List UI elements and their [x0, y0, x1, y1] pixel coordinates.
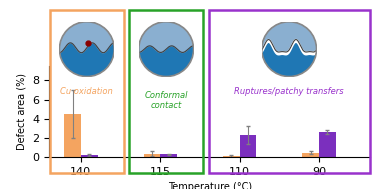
Text: Cu oxidation: Cu oxidation — [60, 87, 113, 96]
Bar — [160, 154, 177, 157]
Polygon shape — [59, 22, 114, 53]
Bar — [64, 114, 81, 157]
Polygon shape — [262, 40, 316, 55]
Circle shape — [59, 22, 114, 77]
X-axis label: Temperature (°C): Temperature (°C) — [168, 182, 252, 189]
Circle shape — [262, 22, 316, 77]
Bar — [223, 156, 240, 157]
Text: Ruptures/patchy transfers: Ruptures/patchy transfers — [234, 87, 344, 96]
Bar — [319, 132, 336, 157]
Text: Conformal
contact: Conformal contact — [144, 91, 188, 110]
Polygon shape — [262, 22, 316, 77]
Polygon shape — [139, 22, 194, 77]
Bar — [240, 135, 256, 157]
Polygon shape — [59, 22, 114, 77]
Polygon shape — [262, 22, 316, 52]
Polygon shape — [139, 22, 194, 52]
Y-axis label: Defect area (%): Defect area (%) — [17, 73, 27, 150]
Circle shape — [139, 22, 194, 77]
Bar — [144, 153, 160, 157]
Bar — [302, 153, 319, 157]
Bar — [81, 155, 98, 157]
